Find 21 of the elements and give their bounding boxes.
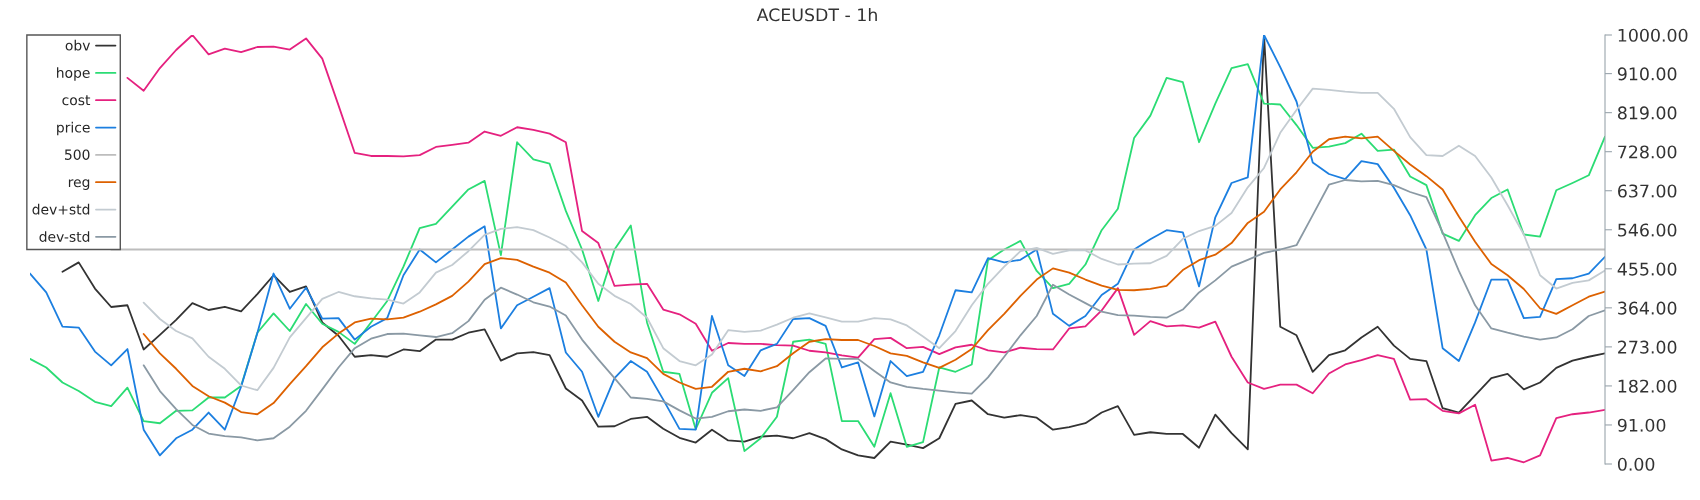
y-tick-label: 637.00 bbox=[1618, 184, 1677, 198]
y-tick-label: 910.00 bbox=[1617, 67, 1677, 81]
chart-title: ACEUSDT - 1h bbox=[756, 7, 877, 22]
legend-label: cost bbox=[62, 95, 91, 106]
legend-label: price bbox=[57, 121, 90, 136]
legend-label: dev-std bbox=[39, 231, 90, 242]
y-tick-label: 546.00 bbox=[1618, 223, 1677, 237]
legend-label: 500 bbox=[64, 149, 90, 160]
y-tick-label: 91.00 bbox=[1617, 418, 1666, 432]
y-tick-label: 273.00 bbox=[1618, 340, 1677, 354]
y-tick-label: 364.00 bbox=[1618, 301, 1677, 315]
y-tick-label: 819.00 bbox=[1617, 106, 1677, 120]
y-tick-label: 0.00 bbox=[1617, 457, 1655, 471]
legend-label: hope bbox=[57, 67, 90, 81]
y-tick-label: 455.00 bbox=[1617, 262, 1677, 276]
legend-label: dev+std bbox=[32, 203, 90, 215]
legend-label: obv bbox=[65, 39, 91, 51]
y-tick-label: 1000.00 bbox=[1618, 28, 1688, 42]
y-tick-label: 728.00 bbox=[1618, 145, 1677, 159]
y-tick-label: 182.00 bbox=[1618, 379, 1677, 393]
legend-label: reg bbox=[68, 179, 90, 190]
